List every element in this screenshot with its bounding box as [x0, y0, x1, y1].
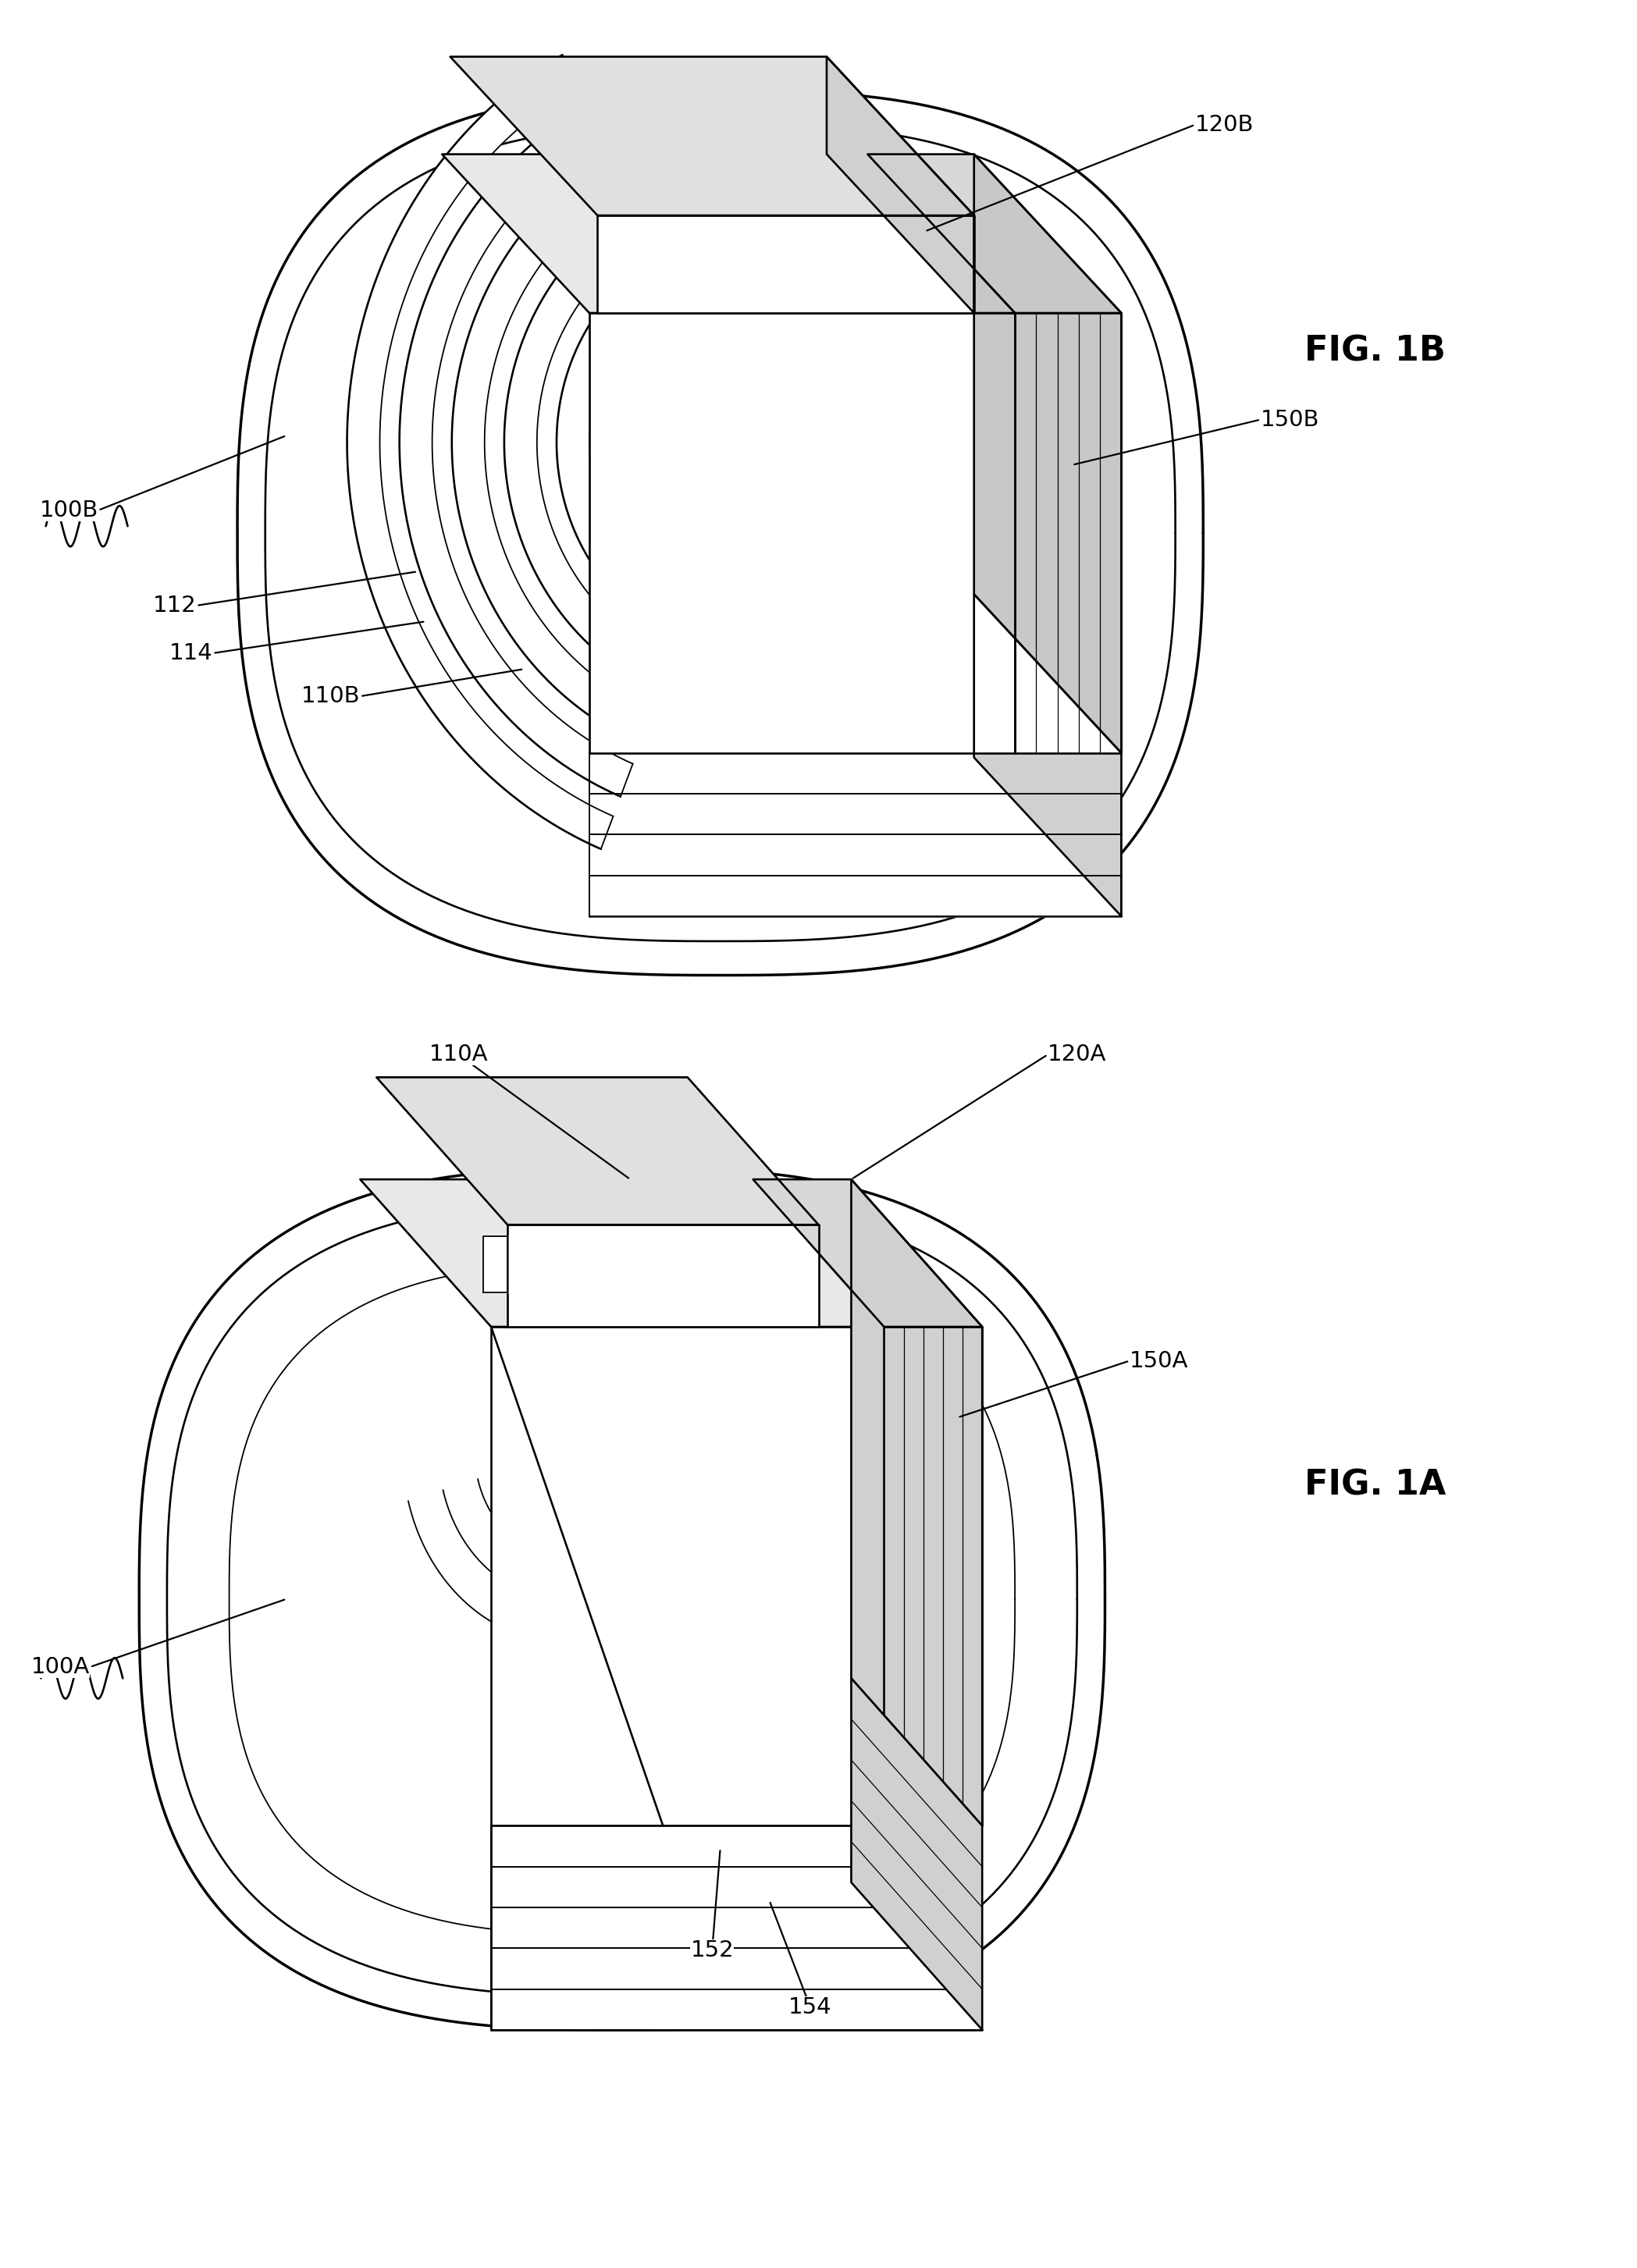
Polygon shape — [589, 794, 1121, 835]
Polygon shape — [868, 154, 1121, 313]
Polygon shape — [1015, 313, 1121, 753]
Polygon shape — [589, 313, 1015, 753]
Polygon shape — [827, 57, 974, 313]
Polygon shape — [491, 1907, 982, 1948]
Polygon shape — [491, 1826, 982, 1867]
Text: 114: 114 — [169, 642, 213, 665]
Polygon shape — [598, 215, 974, 313]
Text: FIG. 1B: FIG. 1B — [1305, 336, 1445, 367]
Polygon shape — [974, 594, 1121, 916]
Polygon shape — [504, 204, 673, 692]
Polygon shape — [851, 1678, 982, 2030]
Text: 100A: 100A — [31, 1656, 90, 1678]
Polygon shape — [491, 1327, 884, 1826]
Text: 112: 112 — [152, 594, 196, 617]
Polygon shape — [377, 1077, 818, 1225]
Text: FIG. 1A: FIG. 1A — [1305, 1470, 1445, 1501]
Polygon shape — [557, 254, 692, 640]
Text: 100B: 100B — [39, 499, 98, 522]
Polygon shape — [974, 154, 1121, 753]
Text: 120B: 120B — [1195, 113, 1254, 136]
Polygon shape — [452, 154, 653, 744]
Polygon shape — [851, 1179, 982, 1826]
Polygon shape — [450, 57, 974, 215]
Text: 154: 154 — [789, 1996, 832, 2019]
Text: 110A: 110A — [429, 1043, 488, 1066]
Polygon shape — [360, 1179, 884, 1327]
Polygon shape — [491, 1948, 982, 1989]
Polygon shape — [347, 54, 614, 848]
Text: 152: 152 — [691, 1939, 733, 1962]
Polygon shape — [483, 1236, 507, 1293]
Polygon shape — [491, 1867, 982, 1907]
Polygon shape — [589, 875, 1121, 916]
Text: 150B: 150B — [1260, 408, 1319, 431]
Polygon shape — [753, 1179, 982, 1327]
Text: 120A: 120A — [1048, 1043, 1107, 1066]
Polygon shape — [589, 753, 1121, 794]
Polygon shape — [442, 154, 1015, 313]
Polygon shape — [491, 1989, 982, 2030]
Text: 150A: 150A — [1130, 1349, 1188, 1372]
Polygon shape — [884, 1327, 982, 1826]
Polygon shape — [589, 835, 1121, 875]
Polygon shape — [507, 1225, 818, 1327]
Text: 110B: 110B — [301, 685, 360, 708]
Polygon shape — [399, 104, 634, 796]
